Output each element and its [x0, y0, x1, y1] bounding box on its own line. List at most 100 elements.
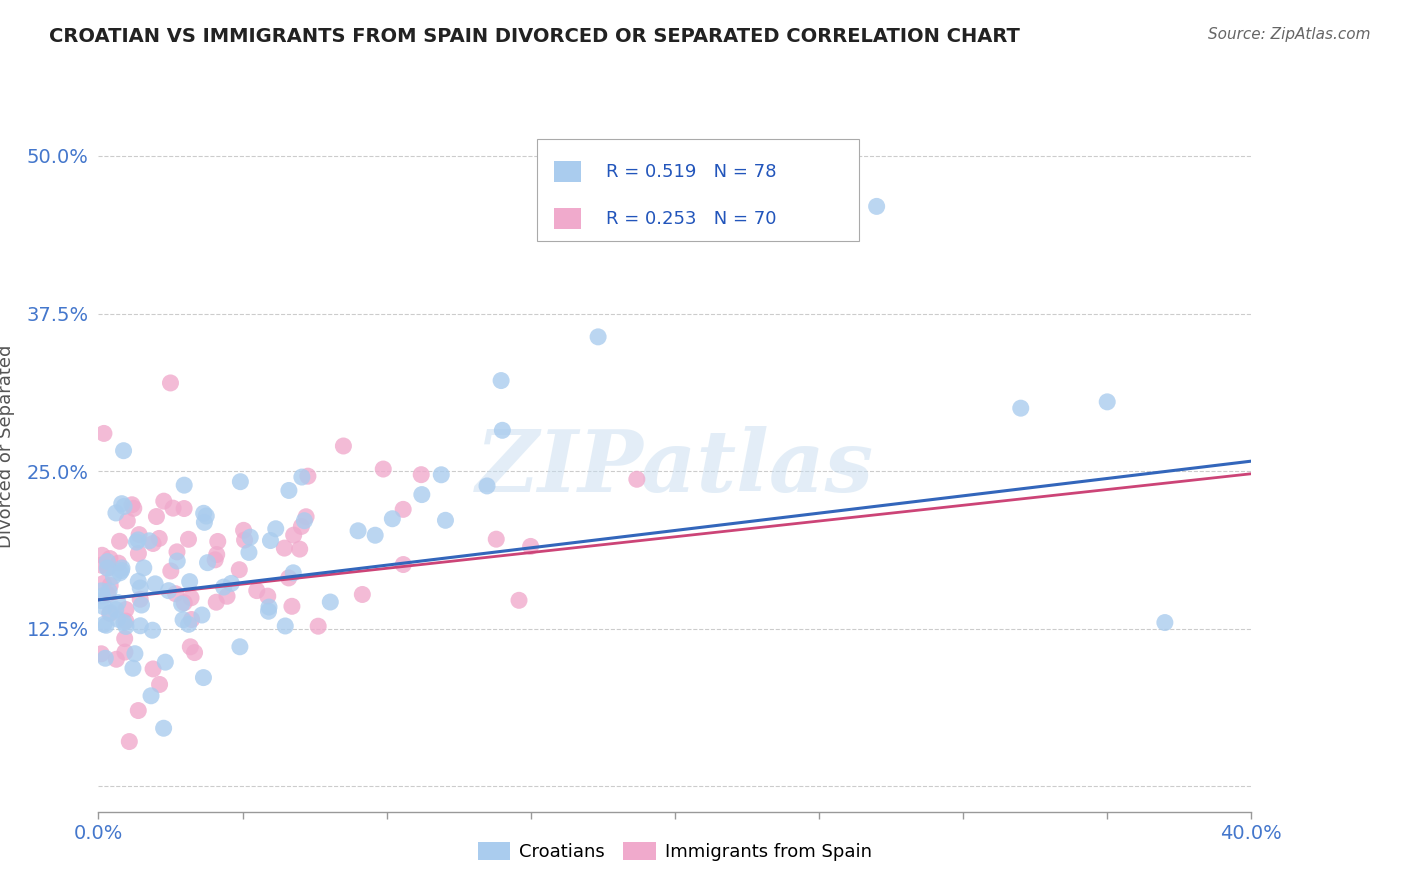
Point	[103, 569, 125, 583]
Point	[118, 734, 141, 748]
Point	[127, 533, 149, 547]
Point	[1010, 401, 1032, 416]
Y-axis label: Divorced or Separated: Divorced or Separated	[0, 344, 15, 548]
Point	[91, 589, 114, 603]
Point	[180, 591, 202, 605]
Point	[281, 599, 304, 614]
Point	[277, 571, 299, 585]
Point	[177, 617, 200, 632]
Point	[98, 607, 121, 621]
Point	[155, 655, 177, 669]
Point	[273, 541, 295, 555]
Point	[112, 443, 135, 458]
Point	[129, 619, 152, 633]
Point	[98, 578, 121, 592]
Point	[257, 600, 280, 615]
Point	[297, 469, 319, 483]
Point	[274, 619, 297, 633]
Point	[114, 645, 136, 659]
Point	[114, 632, 136, 646]
Point	[111, 561, 134, 575]
Point	[98, 584, 121, 599]
Bar	[554, 209, 581, 229]
Point	[292, 514, 315, 528]
Point	[166, 554, 188, 568]
Point	[97, 561, 120, 575]
Point	[381, 512, 404, 526]
Point	[143, 577, 166, 591]
Point	[139, 689, 162, 703]
Point	[277, 483, 299, 498]
Point	[204, 553, 226, 567]
Text: R = 0.253   N = 70: R = 0.253 N = 70	[606, 210, 776, 227]
Point	[205, 595, 228, 609]
Point	[373, 462, 395, 476]
Point	[152, 721, 174, 735]
Point	[233, 533, 256, 547]
Point	[283, 528, 305, 542]
Point	[90, 647, 112, 661]
Point	[232, 524, 254, 538]
Bar	[554, 161, 581, 182]
Point	[173, 501, 195, 516]
Point	[1153, 615, 1175, 630]
Point	[90, 583, 112, 598]
Point	[112, 500, 135, 514]
Point	[104, 602, 127, 616]
Point	[157, 583, 180, 598]
Point	[107, 556, 129, 570]
Point	[173, 596, 195, 610]
Point	[485, 532, 508, 546]
Point	[866, 199, 889, 213]
Point	[132, 561, 155, 575]
Point	[215, 589, 238, 603]
Point	[411, 467, 433, 482]
Point	[179, 574, 201, 589]
Point	[264, 522, 287, 536]
Point	[193, 516, 215, 530]
Point	[127, 574, 149, 589]
Point	[148, 532, 170, 546]
Point	[508, 593, 530, 607]
Point	[131, 598, 153, 612]
Point	[117, 514, 139, 528]
Point	[197, 556, 219, 570]
Text: CROATIAN VS IMMIGRANTS FROM SPAIN DIVORCED OR SEPARATED CORRELATION CHART: CROATIAN VS IMMIGRANTS FROM SPAIN DIVORC…	[49, 27, 1021, 45]
Point	[111, 497, 134, 511]
Point	[91, 549, 114, 563]
Point	[246, 583, 269, 598]
Point	[165, 587, 187, 601]
Point	[129, 592, 152, 607]
Point	[127, 704, 149, 718]
Point	[283, 566, 305, 580]
Point	[115, 614, 138, 628]
Point	[319, 595, 342, 609]
Point	[475, 479, 498, 493]
Point	[191, 607, 214, 622]
Point	[159, 564, 181, 578]
Point	[221, 576, 243, 591]
Point	[122, 501, 145, 516]
Point	[290, 519, 312, 533]
Point	[352, 587, 374, 601]
Point	[125, 535, 148, 549]
Point	[519, 540, 541, 554]
Point	[430, 467, 453, 482]
Point	[96, 555, 118, 569]
Point	[142, 662, 165, 676]
Point	[229, 640, 252, 654]
Point	[392, 558, 415, 572]
Point	[207, 534, 229, 549]
Point	[127, 546, 149, 560]
Point	[347, 524, 370, 538]
FancyBboxPatch shape	[537, 139, 859, 241]
Point	[177, 533, 200, 547]
Point	[239, 530, 262, 544]
Point	[108, 566, 131, 580]
Point	[107, 612, 129, 626]
Point	[491, 423, 513, 437]
Point	[110, 564, 132, 578]
Point	[392, 502, 415, 516]
Point	[180, 613, 202, 627]
Point	[172, 613, 194, 627]
